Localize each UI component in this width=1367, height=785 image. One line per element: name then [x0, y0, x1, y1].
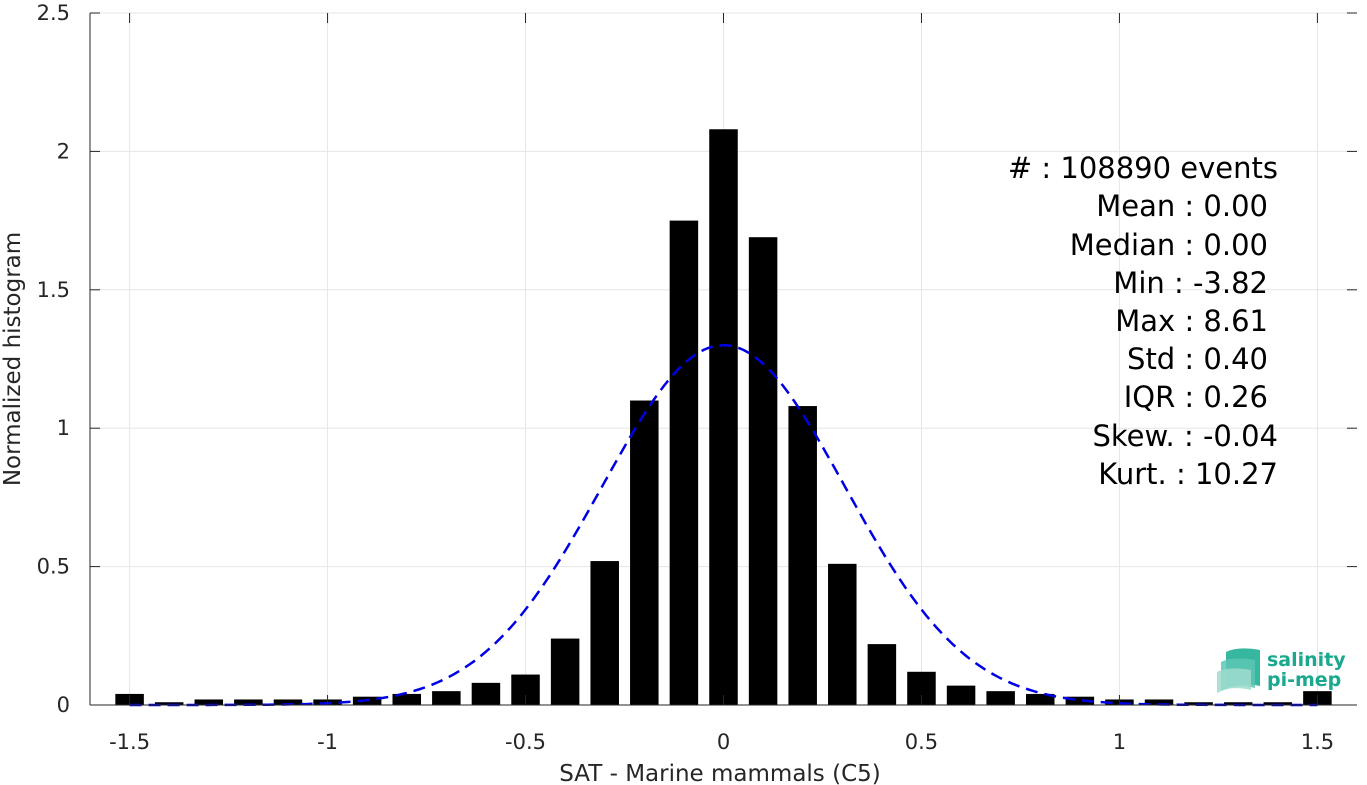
wave-logo-icon: [1217, 648, 1260, 693]
axes-frame: [89, 12, 1357, 706]
histogram-bar-3: [234, 699, 263, 705]
histogram-bar-4: [273, 699, 303, 705]
stats-box: # : 108890 events Mean : 0.00 Median : 0…: [1008, 151, 1278, 491]
stat-max: Max : 8.61: [1115, 304, 1268, 338]
histogram-bar-29: [1263, 702, 1293, 705]
logo-text-line2: pi-mep: [1267, 669, 1341, 691]
stat-skew: Skew. : -0.04: [1092, 419, 1278, 453]
y-axis-label: Normalized histogram: [0, 232, 26, 486]
x-tick-label-6: 1.5: [1301, 730, 1334, 754]
stat-min: Min : -3.82: [1113, 266, 1268, 300]
histogram-bars: [115, 129, 1332, 706]
stat-iqr: IQR : 0.26: [1124, 380, 1268, 414]
x-tick-label-2: -0.5: [505, 730, 546, 754]
histogram-bar-7: [392, 693, 422, 705]
x-tick-label-0: -1.5: [109, 730, 150, 754]
y-tick-label-0: 0: [57, 693, 70, 717]
stat-kurt: Kurt. : 10.27: [1098, 457, 1278, 491]
histogram-bar-9: [471, 682, 501, 705]
histogram-bar-14: [669, 220, 699, 705]
histogram-bar-24: [1065, 696, 1095, 705]
histogram-bar-15: [709, 129, 738, 706]
logo-text-line1: salinity: [1267, 649, 1346, 671]
histogram-bar-21: [946, 685, 976, 705]
histogram-bar-1: [154, 702, 184, 705]
histogram-bar-13: [630, 400, 659, 705]
y-tick-label-5: 2.5: [37, 1, 70, 25]
x-axis-label: SAT - Marine mammals (C5): [559, 761, 881, 785]
histogram-bar-22: [986, 691, 1015, 705]
x-tick-label-3: 0: [717, 730, 730, 754]
stat-mean: Mean : 0.00: [1096, 189, 1268, 223]
y-tick-label-4: 2: [57, 139, 70, 163]
stat-std: Std : 0.40: [1127, 342, 1268, 376]
x-tick-labels: -1.5 -1 -0.5 0 0.5 1 1.5: [109, 730, 1334, 754]
y-tick-label-2: 1: [57, 416, 70, 440]
x-tick-label-4: 0.5: [905, 730, 938, 754]
histogram-bar-26: [1144, 699, 1174, 705]
histogram-bar-12: [590, 561, 619, 705]
stat-median: Median : 0.00: [1070, 228, 1268, 262]
histogram-bar-16: [748, 237, 778, 705]
salinity-pimep-logo: salinity pi-mep: [1217, 648, 1346, 693]
y-tick-labels: 0 0.5 1 1.5 2 2.5: [37, 1, 70, 717]
y-tick-label-1: 0.5: [37, 555, 70, 579]
y-tick-label-3: 1.5: [37, 278, 70, 302]
stat-count: # : 108890 events: [1008, 151, 1278, 185]
histogram-bar-8: [432, 691, 461, 705]
histogram-bar-19: [867, 644, 897, 705]
histogram-bar-28: [1223, 702, 1253, 705]
histogram-bar-23: [1025, 693, 1055, 705]
histogram-bar-2: [194, 699, 224, 705]
x-tick-label-5: 1: [1113, 730, 1126, 754]
histogram-bar-11: [550, 638, 580, 705]
histogram-bar-17: [788, 406, 817, 705]
histogram-bar-18: [828, 563, 857, 705]
x-tick-label-1: -1: [317, 730, 338, 754]
